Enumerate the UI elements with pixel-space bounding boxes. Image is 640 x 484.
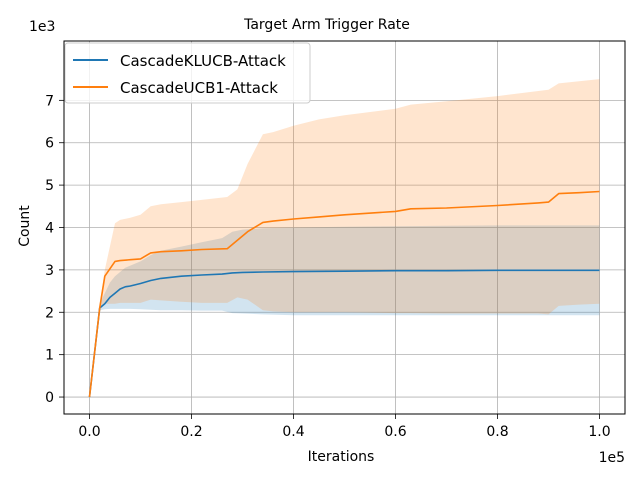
y-axis-label: Count xyxy=(17,205,33,247)
series-line-cascadeklucb-attack xyxy=(88,269,600,398)
x-axis-label: Iterations xyxy=(308,449,375,465)
x-tick-label: 0.8 xyxy=(486,424,508,440)
axis-ticks: 0.0 0.2 0.4 0.6 0.8 1.0 0 1 2 3 4 5 6 7 xyxy=(45,93,611,440)
y-tick-label: 1 xyxy=(45,348,54,364)
legend-label-ucb1: CascadeUCB1-Attack xyxy=(120,79,278,97)
y-tick-label: 0 xyxy=(45,390,54,406)
y-axis-offset-label: 1e3 xyxy=(29,19,55,35)
series-lines xyxy=(88,190,600,398)
y-tick-label: 7 xyxy=(45,93,54,109)
confidence-band-cascadeklucb-attack xyxy=(89,225,600,397)
x-tick-label: 0.4 xyxy=(282,424,304,440)
y-tick-label: 4 xyxy=(45,221,54,237)
legend-label-klucb: CascadeKLUCB-Attack xyxy=(120,52,286,70)
series-line-cascadeucb1-attack xyxy=(88,190,600,398)
confidence-band-cascadeucb1-attack xyxy=(89,79,600,397)
y-tick-label: 2 xyxy=(45,305,54,321)
x-tick-label: 1.0 xyxy=(588,424,610,440)
x-tick-label: 0.2 xyxy=(180,424,202,440)
x-tick-label: 0.0 xyxy=(78,424,100,440)
confidence-bands xyxy=(89,79,600,397)
y-tick-label: 5 xyxy=(45,178,54,194)
x-tick-label: 0.6 xyxy=(384,424,406,440)
y-tick-label: 6 xyxy=(45,136,54,152)
x-axis-offset-label: 1e5 xyxy=(599,450,625,466)
legend-box xyxy=(64,42,311,104)
chart-title: Target Arm Trigger Rate xyxy=(243,17,410,33)
y-tick-label: 3 xyxy=(45,263,54,279)
legend: CascadeKLUCB-Attack CascadeUCB1-Attack xyxy=(64,42,311,104)
